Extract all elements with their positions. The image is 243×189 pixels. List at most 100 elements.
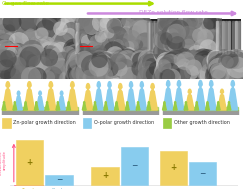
- Point: [226, 65, 230, 68]
- Point: [71, 68, 75, 71]
- Point: [38, 64, 42, 67]
- Point: [121, 68, 125, 71]
- Point: [181, 69, 185, 72]
- Point: [148, 63, 152, 66]
- Point: [69, 50, 73, 53]
- Point: [184, 76, 188, 79]
- Point: [175, 30, 179, 33]
- Point: [132, 74, 136, 77]
- Point: [165, 52, 168, 55]
- Point: [75, 66, 79, 69]
- Point: [155, 72, 158, 75]
- Point: [214, 74, 218, 77]
- Point: [181, 51, 184, 54]
- Point: [148, 75, 152, 78]
- Point: [74, 74, 78, 77]
- Point: [233, 58, 237, 61]
- Point: [129, 66, 133, 69]
- Point: [125, 72, 129, 75]
- Point: [76, 73, 80, 76]
- Point: [71, 19, 75, 22]
- Point: [185, 52, 189, 55]
- Point: [187, 70, 191, 73]
- Point: [170, 36, 174, 39]
- Point: [151, 75, 155, 78]
- Point: [234, 60, 238, 63]
- Point: [149, 69, 153, 72]
- Point: [151, 64, 155, 67]
- Point: [85, 72, 88, 75]
- Point: [75, 58, 79, 61]
- Point: [141, 51, 145, 54]
- Point: [223, 66, 227, 69]
- Point: [235, 61, 239, 64]
- Point: [77, 74, 80, 77]
- Point: [97, 71, 101, 74]
- Point: [93, 58, 96, 61]
- Point: [82, 69, 86, 72]
- Point: [105, 27, 109, 30]
- Point: [116, 45, 120, 48]
- Point: [68, 23, 72, 26]
- Point: [184, 65, 188, 68]
- Point: [203, 39, 207, 42]
- Point: [127, 40, 131, 43]
- Point: [76, 66, 80, 69]
- Point: [152, 62, 156, 65]
- Point: [177, 46, 181, 49]
- Point: [77, 68, 80, 71]
- Point: [139, 58, 142, 61]
- Point: [59, 43, 62, 46]
- Point: [189, 77, 192, 80]
- Point: [199, 72, 202, 75]
- Point: [26, 66, 30, 69]
- Point: [178, 61, 182, 64]
- Point: [198, 72, 201, 75]
- Point: [204, 62, 208, 65]
- Point: [185, 72, 189, 75]
- Point: [108, 25, 112, 28]
- Point: [182, 54, 186, 57]
- Point: [76, 73, 80, 76]
- Point: [1, 58, 5, 61]
- Point: [187, 59, 191, 62]
- Point: [88, 59, 92, 62]
- Point: [38, 18, 42, 21]
- Point: [172, 44, 176, 47]
- Point: [60, 66, 63, 69]
- Point: [66, 43, 69, 46]
- Point: [108, 66, 112, 69]
- Point: [228, 75, 232, 78]
- Point: [136, 75, 139, 78]
- Point: [124, 49, 128, 52]
- Point: [29, 75, 33, 78]
- Point: [61, 54, 65, 57]
- Point: [75, 72, 79, 75]
- Point: [187, 74, 191, 77]
- Point: [38, 20, 42, 23]
- Point: [152, 63, 156, 66]
- Point: [236, 77, 240, 80]
- Point: [234, 63, 238, 66]
- Point: [68, 27, 72, 30]
- Point: [209, 63, 213, 66]
- Point: [140, 39, 144, 42]
- Point: [3, 68, 7, 71]
- Point: [76, 72, 79, 75]
- Point: [61, 30, 65, 33]
- Point: [22, 42, 26, 45]
- Point: [154, 76, 158, 79]
- Point: [172, 71, 176, 74]
- Point: [224, 61, 228, 64]
- Point: [217, 76, 221, 79]
- Point: [199, 72, 203, 75]
- Point: [201, 60, 205, 63]
- Point: [87, 76, 91, 79]
- Point: [200, 22, 204, 25]
- Point: [171, 69, 174, 72]
- Point: [77, 71, 81, 74]
- Point: [7, 19, 11, 22]
- Point: [141, 26, 145, 29]
- Point: [201, 53, 205, 56]
- Point: [156, 59, 159, 62]
